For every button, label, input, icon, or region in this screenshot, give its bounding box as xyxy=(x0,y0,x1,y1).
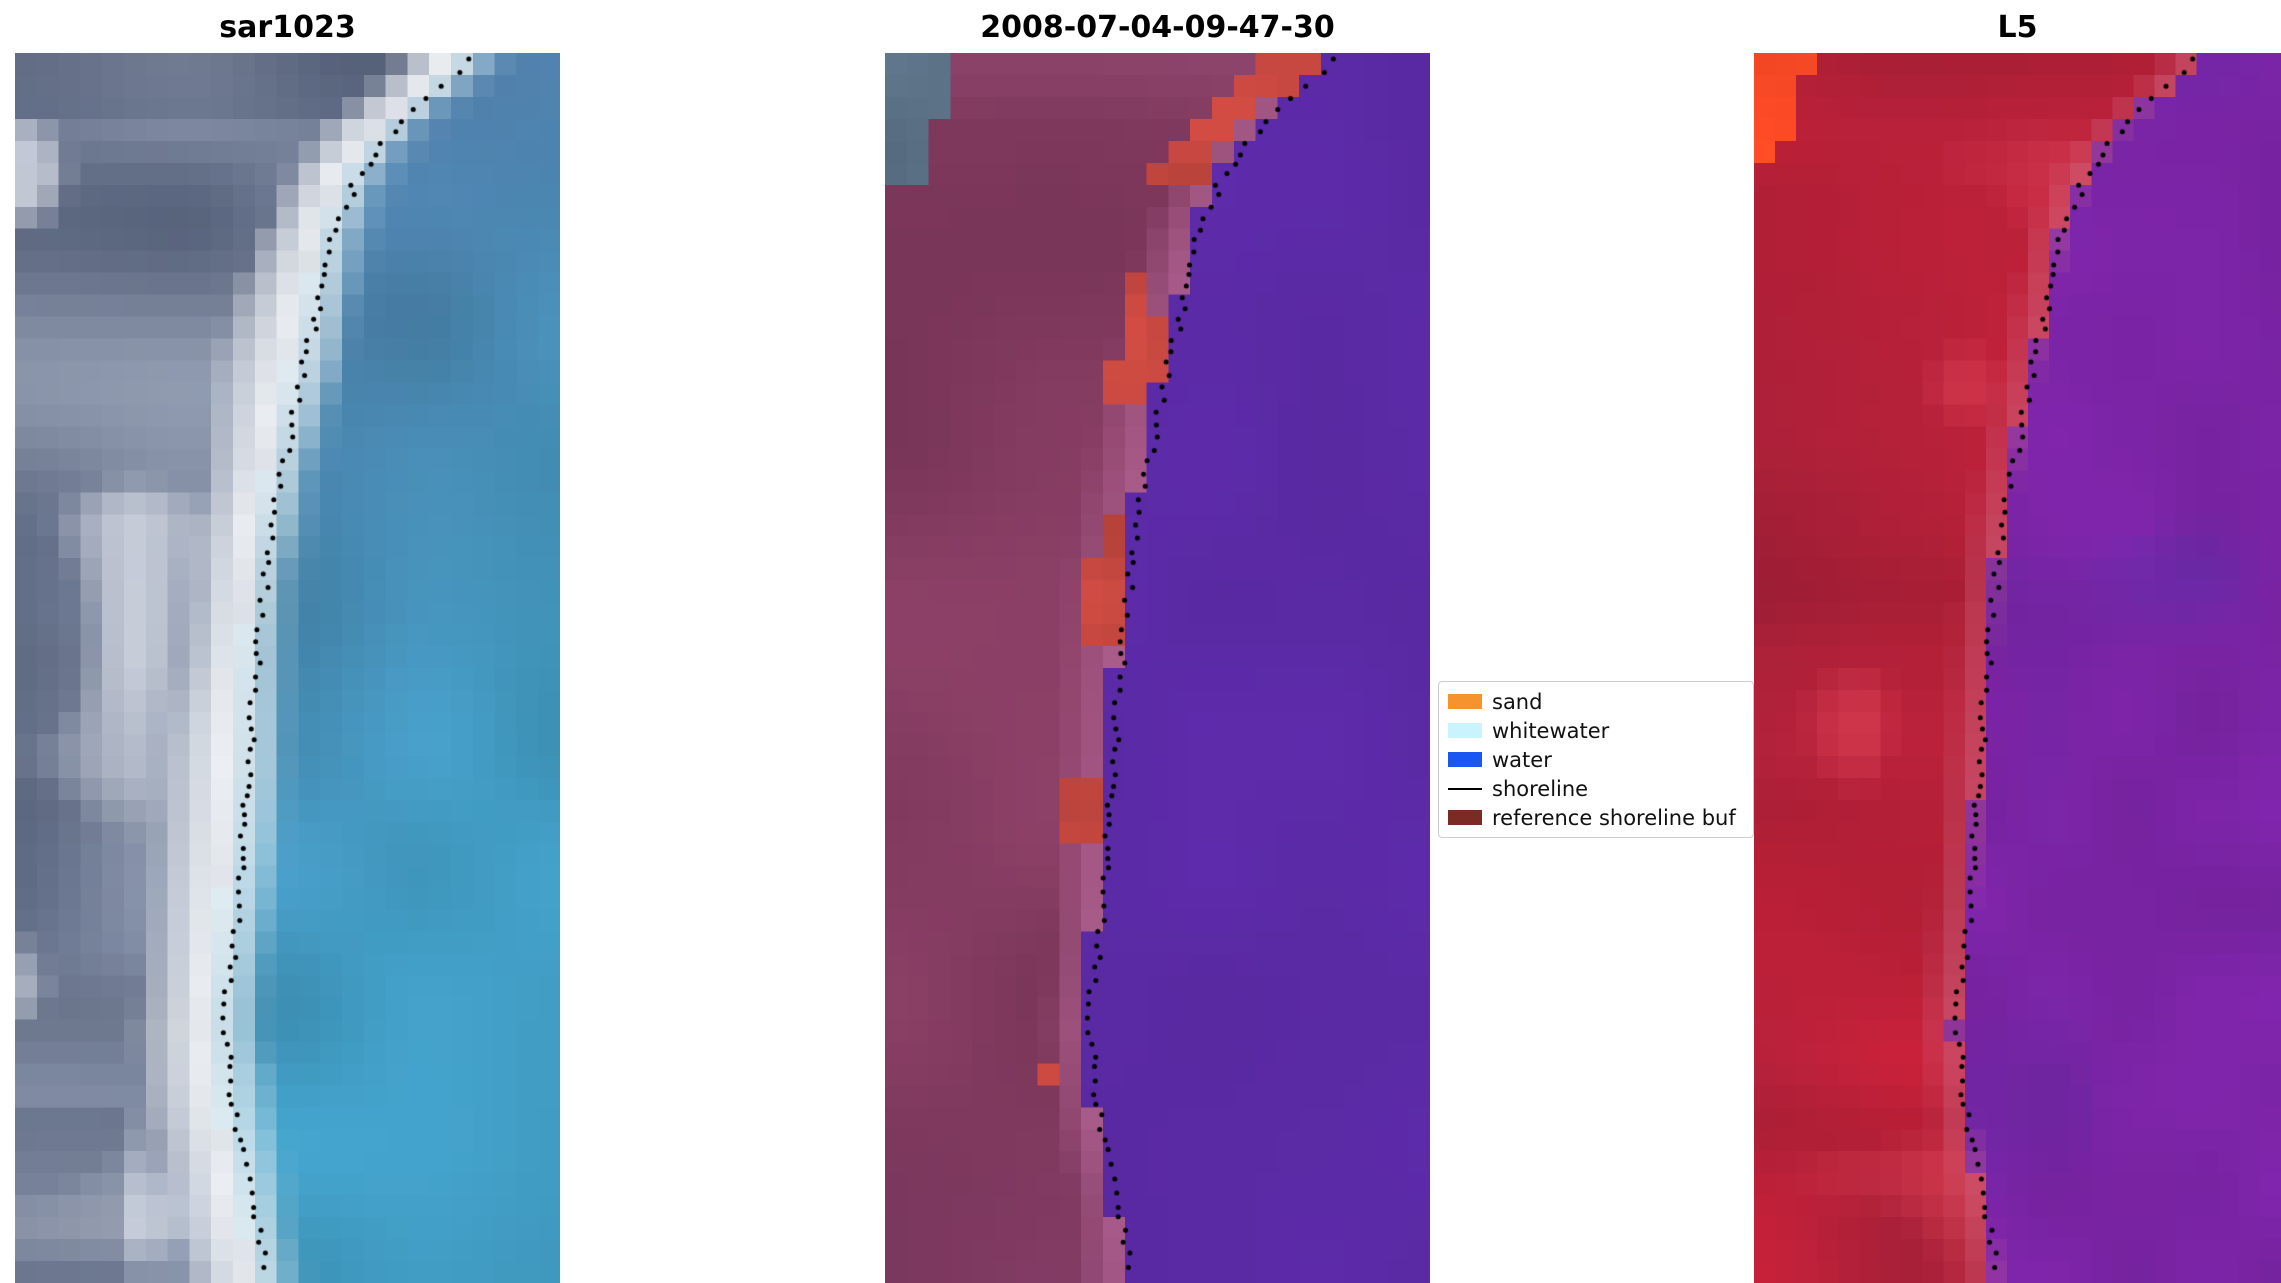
panel-title-classified: 2008-07-04-09-47-30 xyxy=(980,10,1335,45)
legend-label: sand xyxy=(1492,689,1543,714)
l5-shoreline-dots xyxy=(1754,53,2281,1283)
panel-classified xyxy=(885,53,1430,1283)
panel-title-l5: L5 xyxy=(1997,10,2038,45)
panel-title-sar1023: sar1023 xyxy=(219,10,356,45)
legend-label: water xyxy=(1492,747,1552,772)
legend: sand whitewater water shoreline reference sh… xyxy=(1438,681,1754,838)
legend-label: shoreline xyxy=(1492,776,1589,801)
legend-color-swatch xyxy=(1448,694,1482,709)
sar1023-shoreline-dots xyxy=(15,53,560,1283)
legend-item-shoreline: shoreline xyxy=(1448,774,1753,803)
classified-shoreline-dots xyxy=(885,53,1430,1283)
legend-color-swatch xyxy=(1448,810,1482,825)
legend-label: reference shoreline buf xyxy=(1492,805,1736,830)
legend-item-sand: sand xyxy=(1448,687,1753,716)
legend-label: whitewater xyxy=(1492,718,1610,743)
panel-sar1023 xyxy=(15,53,560,1283)
legend-item-reference: reference shoreline buf xyxy=(1448,803,1753,832)
legend-item-water: water xyxy=(1448,745,1753,774)
legend-color-swatch xyxy=(1448,723,1482,738)
legend-color-swatch xyxy=(1448,752,1482,767)
legend-item-whitewater: whitewater xyxy=(1448,716,1753,745)
panel-l5 xyxy=(1754,53,2281,1283)
legend-line-swatch xyxy=(1448,787,1482,790)
